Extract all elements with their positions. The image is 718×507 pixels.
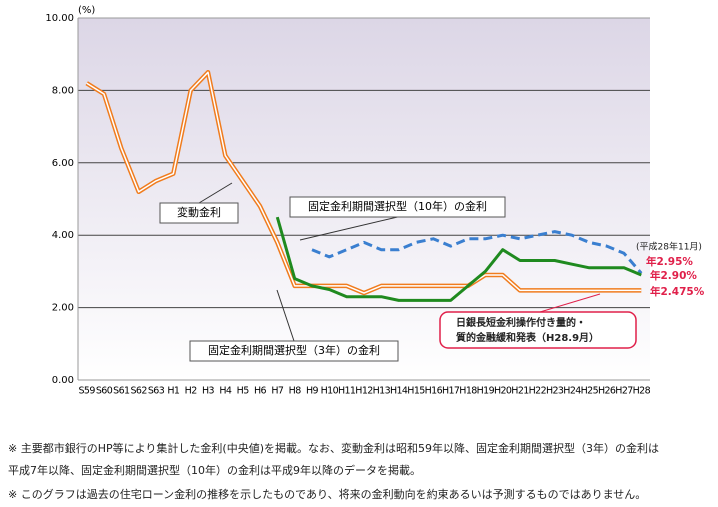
- x-tick-label: H15: [407, 386, 425, 397]
- series-label: 変動金利: [177, 205, 221, 219]
- callout-box: [289, 196, 506, 218]
- x-tick-label: H27: [615, 386, 633, 397]
- x-tick-label: H11: [338, 386, 356, 397]
- x-tick-label: H3: [202, 386, 215, 397]
- leader-line: [299, 216, 398, 241]
- x-tick-label: H24: [563, 386, 581, 397]
- y-tick-label: 10.00: [45, 13, 74, 24]
- x-tick-label: H13: [373, 386, 391, 397]
- x-tick-label: H26: [598, 386, 616, 397]
- y-tick-label: 0.00: [52, 375, 74, 386]
- note: 平成7年以降、固定金利期間選択型（10年）の金利は平成9年以降のデータを掲載。: [8, 464, 421, 477]
- annotation: 年2.475%: [650, 285, 705, 298]
- x-tick-label: H8: [289, 386, 302, 397]
- annotation: 年2.95%: [646, 255, 693, 268]
- leader-line: [198, 182, 233, 204]
- x-tick-label: H16: [425, 386, 443, 397]
- leader-line: [276, 289, 295, 342]
- x-tick-label: H25: [581, 386, 599, 397]
- unit-label: (%): [78, 5, 95, 16]
- note: ※ 主要都市銀行のHP等により集計した金利(中央値)を掲載。なお、変動金利は昭和…: [8, 442, 659, 455]
- x-tick-label: H1: [167, 386, 180, 397]
- y-tick-label: 6.00: [52, 158, 74, 169]
- series-label: 固定金利期間選択型（10年）の金利: [308, 199, 487, 213]
- series-line: [275, 216, 642, 302]
- callout-box: [159, 202, 239, 224]
- x-tick-label: H23: [546, 386, 564, 397]
- x-tick-label: H18: [459, 386, 477, 397]
- x-tick-label: H4: [219, 386, 232, 397]
- y-tick-label: 8.00: [52, 85, 74, 96]
- x-tick-label: H2: [185, 386, 198, 397]
- series-label: 固定金利期間選択型（3年）の金利: [208, 343, 380, 357]
- x-tick-label: H10: [321, 386, 339, 397]
- x-tick-label: H9: [306, 386, 319, 397]
- x-tick-label: H17: [442, 386, 460, 397]
- x-tick-label: H19: [477, 386, 495, 397]
- x-tick-label: S60: [96, 386, 113, 397]
- annotation: (平成28年11月): [636, 241, 702, 253]
- announcement-box: [439, 311, 637, 349]
- callout-box: [189, 340, 399, 362]
- series-line: [311, 230, 643, 275]
- x-tick-label: H28: [633, 386, 651, 397]
- y-tick-label: 2.00: [52, 303, 74, 314]
- annotation: 日銀長短金利操作付き量的・: [456, 316, 586, 329]
- x-tick-label: H5: [237, 386, 250, 397]
- x-tick-label: H6: [254, 386, 267, 397]
- x-tick-label: H20: [494, 386, 512, 397]
- x-tick-label: H12: [355, 386, 373, 397]
- x-tick-label: S63: [148, 386, 165, 397]
- annotation: 年2.90%: [650, 269, 697, 282]
- y-tick-label: 4.00: [52, 230, 74, 241]
- x-tick-label: H7: [271, 386, 284, 397]
- x-tick-label: S62: [131, 386, 148, 397]
- x-tick-label: S59: [79, 386, 96, 397]
- note: ※ このグラフは過去の住宅ローン金利の推移を示したものであり、将来の金利動向を約…: [8, 488, 647, 501]
- leader-line: [539, 293, 601, 313]
- x-tick-label: S61: [113, 386, 130, 397]
- x-tick-label: H14: [390, 386, 408, 397]
- series-line-inner: [86, 71, 642, 294]
- x-tick-label: H22: [529, 386, 547, 397]
- x-tick-label: H21: [511, 386, 529, 397]
- annotation: 質的金融緩和発表（H28.9月）: [456, 331, 599, 344]
